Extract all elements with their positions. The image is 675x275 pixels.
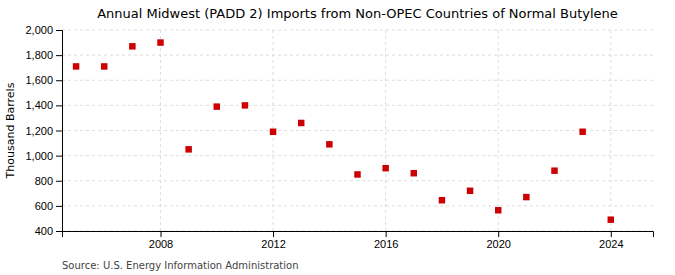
grid-line-y [62, 80, 653, 81]
tick-mark [161, 231, 162, 237]
point [551, 167, 557, 173]
tick-label: 2020 [486, 238, 510, 250]
grid-line-x [610, 30, 611, 231]
point [411, 170, 417, 176]
point [579, 129, 585, 135]
axis-line [56, 31, 63, 232]
plot: 2008 2012 2016 2020 2024 400 600 800 1,000 1,200 1… [25, 24, 653, 250]
point [495, 207, 501, 213]
tick-mark [56, 156, 62, 157]
tick-label: 2008 [149, 238, 173, 250]
point [157, 39, 163, 45]
point [523, 194, 529, 200]
point [382, 165, 388, 171]
tick-mark [56, 206, 62, 207]
tick: 2012 [261, 231, 285, 250]
tick-label: 1,200 [25, 125, 53, 137]
grid-line-y [62, 205, 653, 206]
point [467, 188, 473, 194]
grid [62, 30, 653, 231]
grid-line-y [62, 180, 653, 181]
point [298, 120, 304, 126]
tick-label: 2,000 [25, 24, 53, 36]
tick: 2020 [486, 231, 510, 250]
annotation: Source: U.S. Energy Information Administ… [62, 260, 299, 271]
tick-label: 1,800 [25, 49, 53, 61]
x-axis: 2008 2012 2016 2020 2024 [63, 231, 654, 250]
tick: 600 [35, 200, 62, 212]
point [354, 171, 360, 177]
tick: 2,000 [25, 24, 62, 36]
tick-mark [56, 55, 62, 56]
tick: 1,600 [25, 74, 62, 86]
tick-mark [56, 231, 62, 232]
tick-label: 1,400 [25, 99, 53, 111]
point [242, 102, 248, 108]
tick-mark [56, 105, 62, 106]
tick: 2024 [599, 231, 623, 250]
point [326, 141, 332, 147]
grid-line-y [62, 30, 653, 31]
tick-mark [56, 181, 62, 182]
point [185, 146, 191, 152]
tick-mark [56, 131, 62, 132]
tick-mark [498, 231, 499, 237]
point [270, 129, 276, 135]
tick-mark [611, 231, 612, 237]
tick-label: 1,600 [25, 74, 53, 86]
grid-line-y [62, 55, 653, 56]
chart: 2008 2012 2016 2020 2024 400 600 800 1,000 1,200 1… [0, 0, 675, 275]
grid-line-y [62, 155, 653, 156]
grid-line-y [62, 130, 653, 131]
point [101, 63, 107, 69]
y-axis: 400 600 800 1,000 1,200 1,400 1,600 1,800 2,000 [25, 24, 62, 237]
tick-label: 2024 [599, 238, 623, 250]
tick-label: 2016 [374, 238, 398, 250]
tick-mark [56, 80, 62, 81]
tick: 2016 [374, 231, 398, 250]
tick: 800 [35, 175, 62, 187]
tick-mark [56, 30, 62, 31]
tick-label: 1,000 [25, 150, 53, 162]
tick: 1,000 [25, 150, 62, 162]
title: Annual Midwest (PADD 2) Imports from Non… [97, 6, 618, 21]
tick-mark [386, 231, 387, 237]
grid-line-y [62, 105, 653, 106]
point [129, 43, 135, 49]
tick: 2008 [149, 231, 173, 250]
tick-label: 400 [35, 225, 53, 237]
tick: 400 [35, 225, 62, 237]
tick-label: 600 [35, 200, 53, 212]
point [608, 216, 614, 222]
tick: 1,400 [25, 99, 62, 111]
point [439, 197, 445, 203]
y-axis-title: Thousand Barrels [4, 82, 17, 179]
grid-line-x [385, 30, 386, 231]
tick: 1,800 [25, 49, 62, 61]
grid-line-x [498, 30, 499, 231]
tick-label: 800 [35, 175, 53, 187]
tick: 1,200 [25, 125, 62, 137]
axis-line [63, 232, 654, 238]
point [214, 103, 220, 109]
grid-line-x [160, 30, 161, 231]
tick-label: 2012 [261, 238, 285, 250]
points [73, 39, 614, 223]
tick-mark [273, 231, 274, 237]
point [73, 63, 79, 69]
